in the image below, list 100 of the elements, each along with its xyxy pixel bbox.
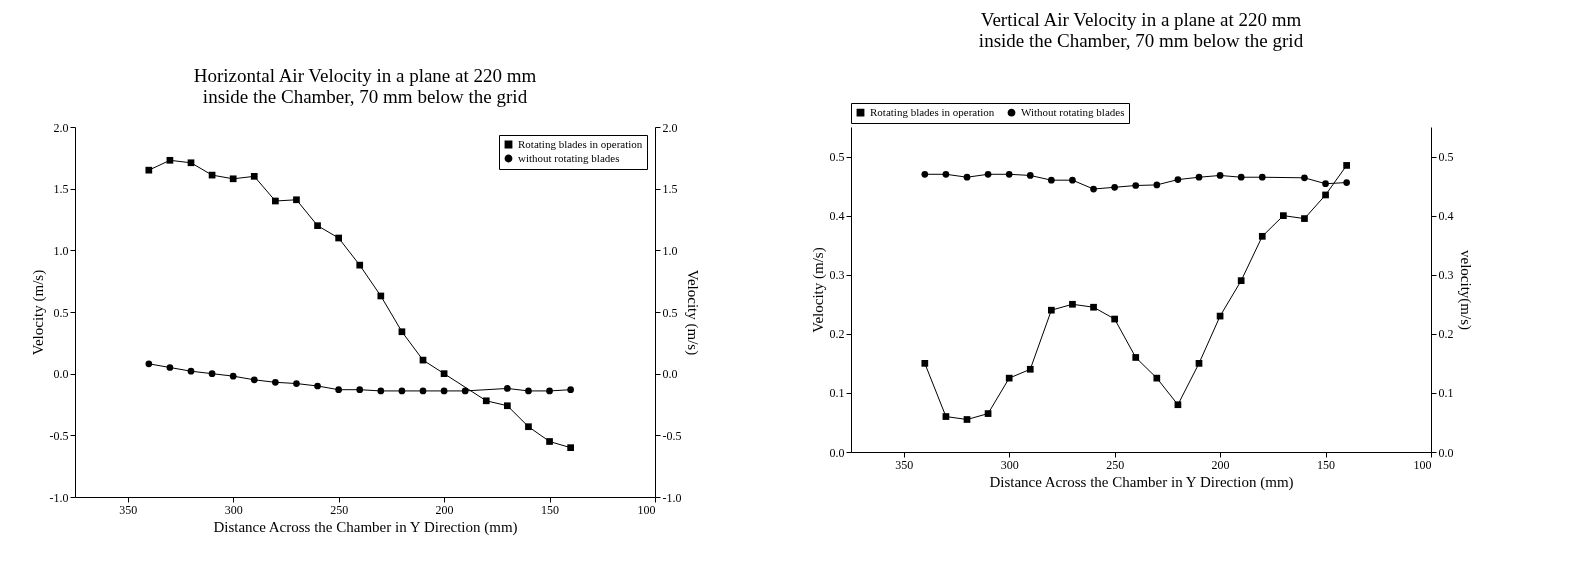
point [567,386,574,394]
x-tick-label: 250 [1106,457,1125,472]
point [1322,180,1329,188]
y-tick-label: 2.0 [53,120,69,135]
point [984,410,992,417]
point [293,196,300,204]
legend-label: Rotating blades in operation [518,137,643,150]
point [1048,176,1055,184]
point [1048,306,1055,314]
y2-tick-label: 1.0 [662,243,678,258]
point [1005,170,1013,178]
point [377,387,385,395]
point [229,175,237,183]
point [1237,277,1245,284]
x-axis-title: Distance Across the Chamber in Y Direction (mm) [989,473,1294,491]
y2-tick-label: 1.5 [662,182,678,197]
y2-tick-label: 0.5 [1438,150,1454,165]
point [984,170,992,178]
point [166,364,174,371]
point [187,159,195,167]
point [546,387,553,395]
point [567,444,574,452]
point [1174,176,1182,183]
x-tick-label: 250 [330,502,349,517]
y2-tick-label: 0.0 [1438,445,1454,460]
point [1069,300,1076,308]
point [1132,182,1140,189]
point [293,380,300,387]
point [398,387,406,395]
point [250,172,258,180]
y-tick-label: 0.5 [829,150,845,165]
point [208,370,216,378]
point [272,378,279,386]
x-axis-title: Distance Across the Chamber in Y Direction (mm) [213,518,518,536]
point [1111,315,1118,323]
point [1005,374,1013,382]
legend-label: Without rotating blades [1021,105,1125,118]
point [314,222,321,230]
x-tick-label: 350 [895,457,914,472]
point [1258,173,1266,181]
point [166,156,174,164]
point [921,170,929,178]
point [440,370,448,378]
x-tick-label: 200 [1211,457,1230,472]
y-axis-title: Velocity (m/s) [809,247,827,333]
legend-label: without rotating blades [518,151,620,164]
point [1343,179,1350,186]
point [525,387,532,395]
x-tick-label: 300 [1000,457,1019,472]
legend-label: Rotating blades in operation [870,105,995,118]
point [942,413,950,420]
x-tick-label: 100 [637,502,656,517]
chart-title: Vertical Air Velocity in a plane at 220 mm inside the Chamber, 70 mm below the grid [978,8,1304,51]
y-tick-label: -1.0 [49,490,69,505]
point [1132,354,1140,361]
point [1280,212,1287,219]
point [229,372,237,380]
y-tick-label: 1.0 [53,243,69,258]
point [377,292,385,300]
y2-tick-label: 0.1 [1438,386,1454,401]
point [314,382,321,390]
point [504,402,511,410]
y2-tick-label: 0.0 [662,367,678,382]
y2-tick-label: -1.0 [662,490,682,505]
point [145,166,153,174]
point [272,197,279,205]
x-tick-label: 150 [1317,457,1336,472]
point [1026,172,1034,179]
x-tick-label: 100 [1413,457,1432,472]
point [250,376,258,384]
point [1343,162,1350,169]
y2-tick-label: 0.3 [1438,268,1454,283]
x-tick-label: 300 [224,502,243,517]
point [1258,232,1266,240]
point [1237,173,1245,181]
point [1195,173,1203,181]
point [1153,374,1161,382]
point [504,385,511,392]
point [963,416,971,423]
point [1069,176,1076,184]
point [546,438,553,445]
x-tick-label: 150 [541,502,560,517]
point [398,328,406,336]
chart-title: Horizontal Air Velocity in a plane at 220 mm inside the Chamber, 70 mm below the grid [193,65,537,107]
y-tick-label: -0.5 [49,428,69,443]
y-axis-title: Velocity (m/s) [29,269,47,356]
point [461,387,469,395]
point [1301,215,1308,222]
y-tick-label: 0.2 [829,327,845,342]
y-tick-label: 0.0 [829,445,845,460]
point [1216,172,1224,179]
y2-axis-title: velocity(m/s) [1456,250,1474,330]
point [482,397,490,405]
point [187,367,195,375]
y-tick-label: 0.5 [53,305,69,320]
y-tick-label: 0.4 [829,209,845,224]
y2-tick-label: -0.5 [662,428,682,443]
y2-tick-label: 0.2 [1438,327,1454,342]
point [1026,365,1034,373]
point [1174,401,1182,409]
